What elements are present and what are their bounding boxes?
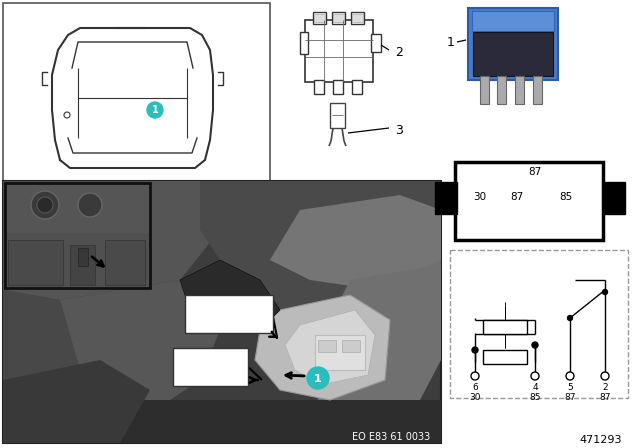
Bar [497, 76, 506, 104]
Polygon shape [3, 181, 220, 300]
Bar [5, 183, 150, 288]
Text: 87: 87 [599, 393, 611, 402]
Bar [78, 248, 88, 266]
Bar [105, 240, 145, 285]
Bar [352, 80, 362, 94]
Polygon shape [310, 265, 441, 420]
Text: 471293: 471293 [579, 435, 622, 445]
Bar [533, 76, 542, 104]
Text: 30: 30 [473, 192, 486, 202]
Text: K6: K6 [202, 355, 218, 365]
Bar [333, 80, 343, 94]
Text: 87: 87 [529, 167, 541, 177]
Polygon shape [5, 233, 150, 288]
Bar [483, 350, 527, 364]
Circle shape [531, 372, 539, 380]
Text: 87: 87 [510, 192, 524, 202]
Circle shape [602, 289, 607, 294]
Text: 2: 2 [602, 383, 608, 392]
Polygon shape [255, 295, 390, 400]
Bar [185, 295, 273, 333]
Circle shape [307, 367, 329, 389]
Bar [455, 162, 603, 240]
Circle shape [568, 315, 573, 320]
Circle shape [37, 197, 53, 213]
Bar [318, 340, 336, 352]
Bar [352, 14, 363, 22]
Bar [480, 76, 489, 104]
Text: 6: 6 [472, 383, 478, 392]
Circle shape [532, 342, 538, 348]
Bar [300, 32, 308, 54]
Text: 85: 85 [529, 393, 541, 402]
Bar [603, 182, 625, 214]
Bar [468, 8, 558, 80]
Circle shape [471, 372, 479, 380]
Text: 1: 1 [152, 105, 158, 115]
Bar [314, 14, 325, 22]
Text: 3: 3 [395, 124, 403, 137]
Polygon shape [5, 183, 150, 288]
Bar [3, 3, 270, 181]
Bar [342, 340, 360, 352]
Bar [5, 183, 150, 288]
Polygon shape [180, 260, 280, 330]
Bar [8, 240, 63, 285]
Circle shape [78, 193, 102, 217]
Bar [305, 20, 373, 82]
Bar [173, 348, 248, 386]
Text: 87: 87 [564, 393, 576, 402]
Bar [450, 250, 628, 398]
Bar [435, 182, 457, 214]
Text: X6304: X6304 [209, 317, 249, 327]
Circle shape [147, 102, 163, 118]
Bar [313, 12, 326, 24]
Bar [351, 12, 364, 24]
Text: 2: 2 [395, 46, 403, 59]
Polygon shape [50, 280, 220, 430]
Text: 30: 30 [469, 393, 481, 402]
Circle shape [472, 347, 478, 353]
Polygon shape [3, 290, 80, 430]
Circle shape [566, 372, 574, 380]
Text: EO E83 61 0033: EO E83 61 0033 [352, 432, 430, 442]
Bar [473, 32, 553, 76]
Bar [315, 335, 365, 370]
Bar [70, 245, 95, 285]
Bar [333, 14, 344, 22]
Bar [472, 11, 554, 31]
Bar [483, 320, 527, 334]
Bar [371, 34, 381, 52]
Text: 4: 4 [532, 383, 538, 392]
Bar [515, 76, 524, 104]
Text: K6304a: K6304a [205, 302, 253, 312]
Polygon shape [200, 181, 441, 310]
Polygon shape [3, 360, 150, 443]
Text: 1: 1 [314, 374, 322, 384]
Bar [330, 103, 345, 128]
Bar [332, 12, 345, 24]
Bar [3, 181, 441, 443]
Circle shape [31, 191, 59, 219]
Circle shape [601, 372, 609, 380]
Text: 5: 5 [567, 383, 573, 392]
Polygon shape [285, 310, 375, 385]
Polygon shape [270, 195, 441, 290]
Text: 1: 1 [447, 35, 455, 48]
Bar [5, 183, 150, 233]
Text: 85: 85 [559, 192, 572, 202]
Bar [3, 400, 441, 443]
Text: X61: X61 [198, 370, 222, 380]
Bar [314, 80, 324, 94]
